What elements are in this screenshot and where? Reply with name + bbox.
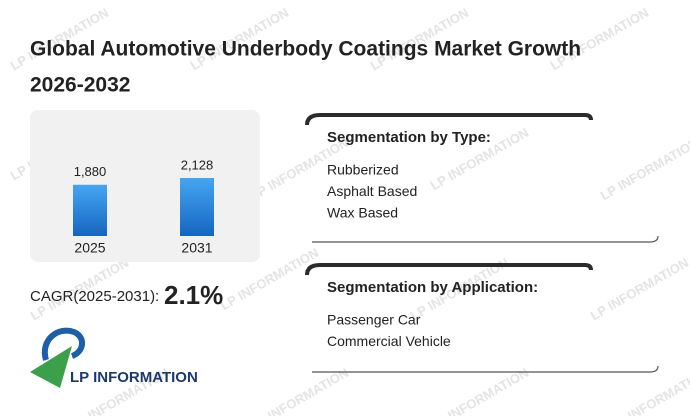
x-tick-label: 2025 xyxy=(74,240,105,256)
segment-heading: Segmentation by Application: xyxy=(327,279,538,296)
chart-panel xyxy=(30,110,260,262)
bar xyxy=(73,184,107,236)
box-top xyxy=(305,113,593,126)
segment-item: Passenger Car xyxy=(327,312,421,328)
watermark: LP INFORMATION xyxy=(598,135,690,203)
title-line-1: Global Automotive Underbody Coatings Mar… xyxy=(30,38,581,61)
x-tick-label: 2031 xyxy=(181,240,212,256)
box-bottom xyxy=(312,235,659,243)
segment-item: Commercial Vehicle xyxy=(327,333,451,349)
logo-arc xyxy=(41,327,85,361)
segment-heading: Segmentation by Type: xyxy=(327,129,491,146)
cagr-value: 2.1% xyxy=(164,280,223,310)
segment-item: Asphalt Based xyxy=(327,183,417,199)
segments: Segmentation by Type: Rubberized Asphalt B… xyxy=(305,113,659,373)
watermark: LP INFORMATION xyxy=(588,255,690,323)
cagr-label: CAGR(2025-2031): xyxy=(30,288,159,305)
box-top xyxy=(305,263,593,276)
box-bottom xyxy=(312,365,659,373)
bar xyxy=(180,178,214,236)
bar-chart: 1,880 2025 2,128 2031 xyxy=(73,157,214,256)
logo-text: LP INFORMATION xyxy=(70,369,198,386)
logo: LP INFORMATION xyxy=(30,327,198,388)
value-label: 1,880 xyxy=(74,164,107,179)
title-line-2: 2026-2032 xyxy=(30,74,130,97)
value-label: 2,128 xyxy=(181,157,214,172)
segment-item: Wax Based xyxy=(327,205,398,221)
logo-arrow xyxy=(30,346,72,388)
segment-item: Rubberized xyxy=(327,162,399,178)
